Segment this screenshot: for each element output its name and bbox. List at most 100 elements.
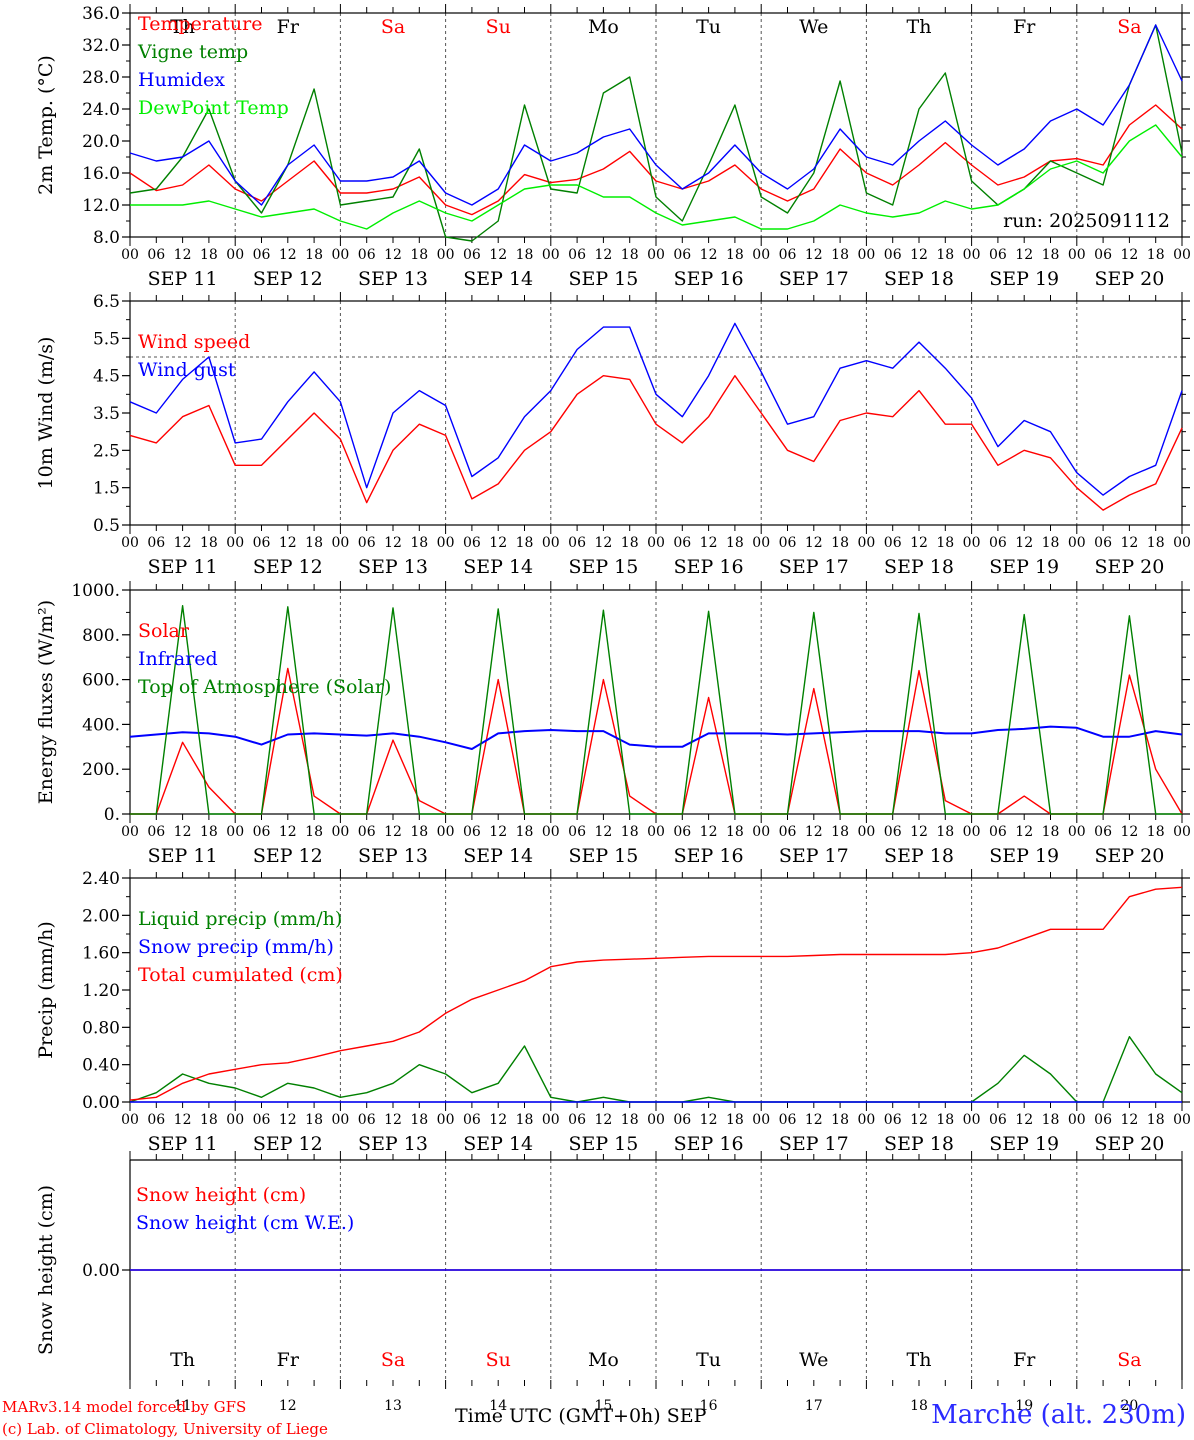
x-hour-label: 06	[358, 824, 376, 840]
x-hour-label: 18	[726, 535, 744, 551]
x-day-number: 12	[279, 1398, 297, 1414]
x-hour-label: 06	[253, 247, 271, 263]
x-hour-label: 12	[174, 535, 192, 551]
x-hour-label: 00	[1173, 824, 1191, 840]
x-hour-label: 00	[963, 824, 981, 840]
x-hour-label: 06	[1094, 247, 1112, 263]
x-hour-label: 18	[516, 1112, 534, 1128]
x-hour-label: 12	[279, 247, 297, 263]
x-hour-label: 00	[963, 247, 981, 263]
x-hour-label: 18	[621, 247, 639, 263]
weekday-label: Tu	[696, 1349, 721, 1371]
x-date-label: SEP 19	[989, 268, 1059, 290]
x-hour-label: 12	[174, 824, 192, 840]
weekday-label: Sa	[381, 1349, 405, 1371]
series-line-dewpoint-temp	[130, 124, 1183, 230]
legend-entry: Liquid precip (mm/h)	[138, 908, 342, 930]
plot-frame	[129, 300, 1183, 526]
y-tick-label: 1.60	[82, 944, 120, 964]
series-line-humidex	[129, 24, 1183, 206]
legend-entry: Vigne temp	[137, 41, 248, 63]
y-axis-label: Energy fluxes (W/m²)	[35, 600, 57, 804]
x-hour-label: 12	[174, 247, 192, 263]
x-hour-label: 12	[700, 824, 718, 840]
y-tick-label: 0.80	[82, 1018, 120, 1038]
x-hour-label: 00	[1173, 247, 1191, 263]
x-hour-label: 12	[594, 535, 612, 551]
legend-entry: Total cumulated (cm)	[138, 964, 343, 986]
x-hour-label: 12	[805, 535, 823, 551]
x-date-label: SEP 16	[674, 845, 744, 867]
x-hour-label: 00	[857, 824, 875, 840]
weekday-label: Th	[907, 1349, 932, 1371]
x-date-label: SEP 18	[884, 845, 954, 867]
x-hour-label: 00	[857, 535, 875, 551]
y-tick-label: 36.0	[82, 4, 120, 24]
x-date-label: SEP 14	[463, 268, 533, 290]
x-hour-label: 00	[963, 535, 981, 551]
x-hour-label: 00	[331, 247, 349, 263]
x-hour-label: 00	[752, 1112, 770, 1128]
x-hour-label: 00	[647, 1112, 665, 1128]
x-date-label: SEP 18	[884, 268, 954, 290]
series-line-total-cumulated-cm	[129, 886, 1183, 1101]
x-hour-label: 00	[1173, 1112, 1191, 1128]
y-tick-label: 28.0	[82, 68, 120, 88]
y-tick-label: 4.5	[93, 367, 120, 387]
x-hour-label: 12	[384, 535, 402, 551]
weekday-label: Th	[170, 1349, 195, 1371]
x-hour-label: 12	[1120, 824, 1138, 840]
x-hour-label: 18	[831, 535, 849, 551]
x-day-number: 16	[700, 1398, 718, 1414]
weekday-label: Fr	[1013, 1349, 1036, 1371]
x-hour-label: 06	[1094, 824, 1112, 840]
x-date-label: SEP 15	[568, 268, 638, 290]
y-tick-label: 0.00	[82, 1093, 120, 1113]
x-hour-label: 12	[594, 824, 612, 840]
x-date-label: SEP 20	[1094, 268, 1164, 290]
x-date-label: SEP 11	[148, 556, 218, 578]
x-axis-title-text: Time UTC (GMT+0h)	[455, 1405, 661, 1427]
x-hour-label: 12	[1120, 247, 1138, 263]
x-hour-label: 18	[726, 824, 744, 840]
x-day-number: 17	[805, 1398, 823, 1414]
x-hour-label: 00	[1068, 824, 1086, 840]
x-date-label: SEP 15	[568, 845, 638, 867]
x-hour-label: 00	[752, 824, 770, 840]
x-date-label: SEP 15	[568, 1133, 638, 1155]
x-hour-label: 00	[647, 824, 665, 840]
y-tick-label: 800.	[82, 626, 120, 646]
x-hour-label: 12	[489, 535, 507, 551]
x-date-label: SEP 11	[148, 268, 218, 290]
x-hour-label: 18	[831, 247, 849, 263]
x-hour-label: 12	[805, 247, 823, 263]
legend-entry: Snow height (cm W.E.)	[136, 1212, 354, 1234]
x-hour-label: 06	[568, 247, 586, 263]
x-hour-label: 06	[884, 824, 902, 840]
x-hour-label: 18	[1147, 1112, 1165, 1128]
x-hour-label: 00	[963, 1112, 981, 1128]
plot-frame	[129, 12, 1183, 238]
x-hour-label: 06	[884, 1112, 902, 1128]
y-tick-label: 600.	[82, 671, 120, 691]
y-tick-label: 1.5	[93, 479, 120, 499]
y-tick-label: 200.	[82, 760, 120, 780]
x-date-label: SEP 20	[1094, 1133, 1164, 1155]
x-hour-label: 12	[910, 247, 928, 263]
x-hour-label: 12	[1120, 1112, 1138, 1128]
x-hour-label: 06	[989, 247, 1007, 263]
weekday-label: Fr	[277, 16, 300, 38]
x-hour-label: 06	[568, 1112, 586, 1128]
legend-entry: Humidex	[138, 69, 225, 91]
y-tick-label: 12.0	[82, 196, 120, 216]
x-hour-label: 12	[910, 535, 928, 551]
x-hour-label: 06	[463, 535, 481, 551]
x-hour-label: 06	[779, 247, 797, 263]
x-date-label: SEP 17	[779, 268, 849, 290]
x-hour-label: 18	[831, 1112, 849, 1128]
x-hour-label: 06	[673, 1112, 691, 1128]
x-date-label: SEP 16	[674, 556, 744, 578]
x-hour-label: 18	[1147, 824, 1165, 840]
x-hour-label: 18	[305, 247, 323, 263]
